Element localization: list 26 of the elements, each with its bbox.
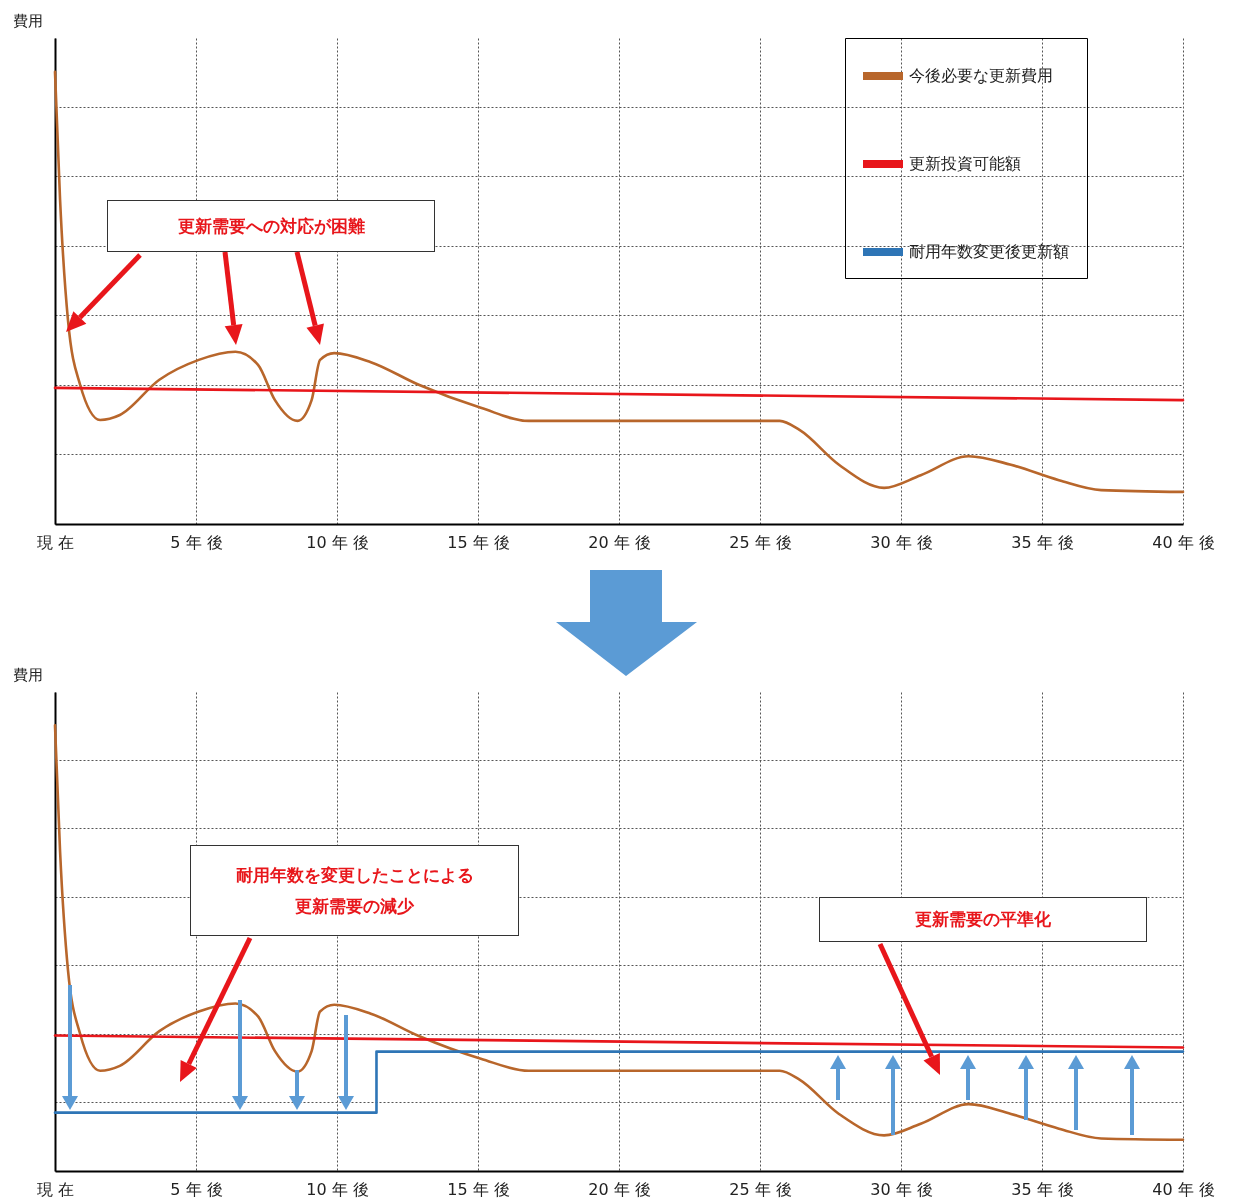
x-tick-label: 40 年 後 [1152, 532, 1215, 552]
y-axis-title: 費用 [12, 11, 43, 30]
legend-label: 更新投資可能額 [909, 154, 1021, 173]
x-tick-label: 15 年 後 [447, 532, 510, 552]
x-tick-label: 5 年 後 [170, 532, 223, 552]
x-tick-label: 現 在 [36, 1179, 75, 1199]
annotation: 更新需要への対応が困難 [176, 214, 366, 238]
x-tick-label: 20 年 後 [588, 1179, 651, 1199]
x-tick-label: 35 年 後 [1011, 1179, 1074, 1199]
x-tick-label: 10 年 後 [306, 532, 369, 552]
y-axis-title: 費用 [12, 665, 43, 684]
annotation: 更新需要の平準化 [914, 908, 1052, 932]
x-tick-label: 30 年 後 [870, 1179, 933, 1199]
legend-label: 今後必要な更新費用 [909, 66, 1053, 85]
x-tick-label: 10 年 後 [306, 1179, 369, 1199]
x-tick-label: 25 年 後 [729, 1179, 792, 1199]
x-tick-label: 現 在 [36, 532, 75, 552]
x-tick-label: 40 年 後 [1152, 1179, 1215, 1199]
x-tick-label: 20 年 後 [588, 532, 651, 552]
x-tick-label: 30 年 後 [870, 532, 933, 552]
x-tick-label: 5 年 後 [170, 1179, 223, 1199]
x-tick-label: 15 年 後 [447, 1179, 510, 1199]
x-tick-label: 25 年 後 [729, 532, 792, 552]
legend-label: 耐用年数変更後更新額 [909, 242, 1069, 261]
x-tick-label: 35 年 後 [1011, 532, 1074, 552]
annotation: 耐用年数を変更したことによる更新需要の減少 [234, 863, 475, 918]
